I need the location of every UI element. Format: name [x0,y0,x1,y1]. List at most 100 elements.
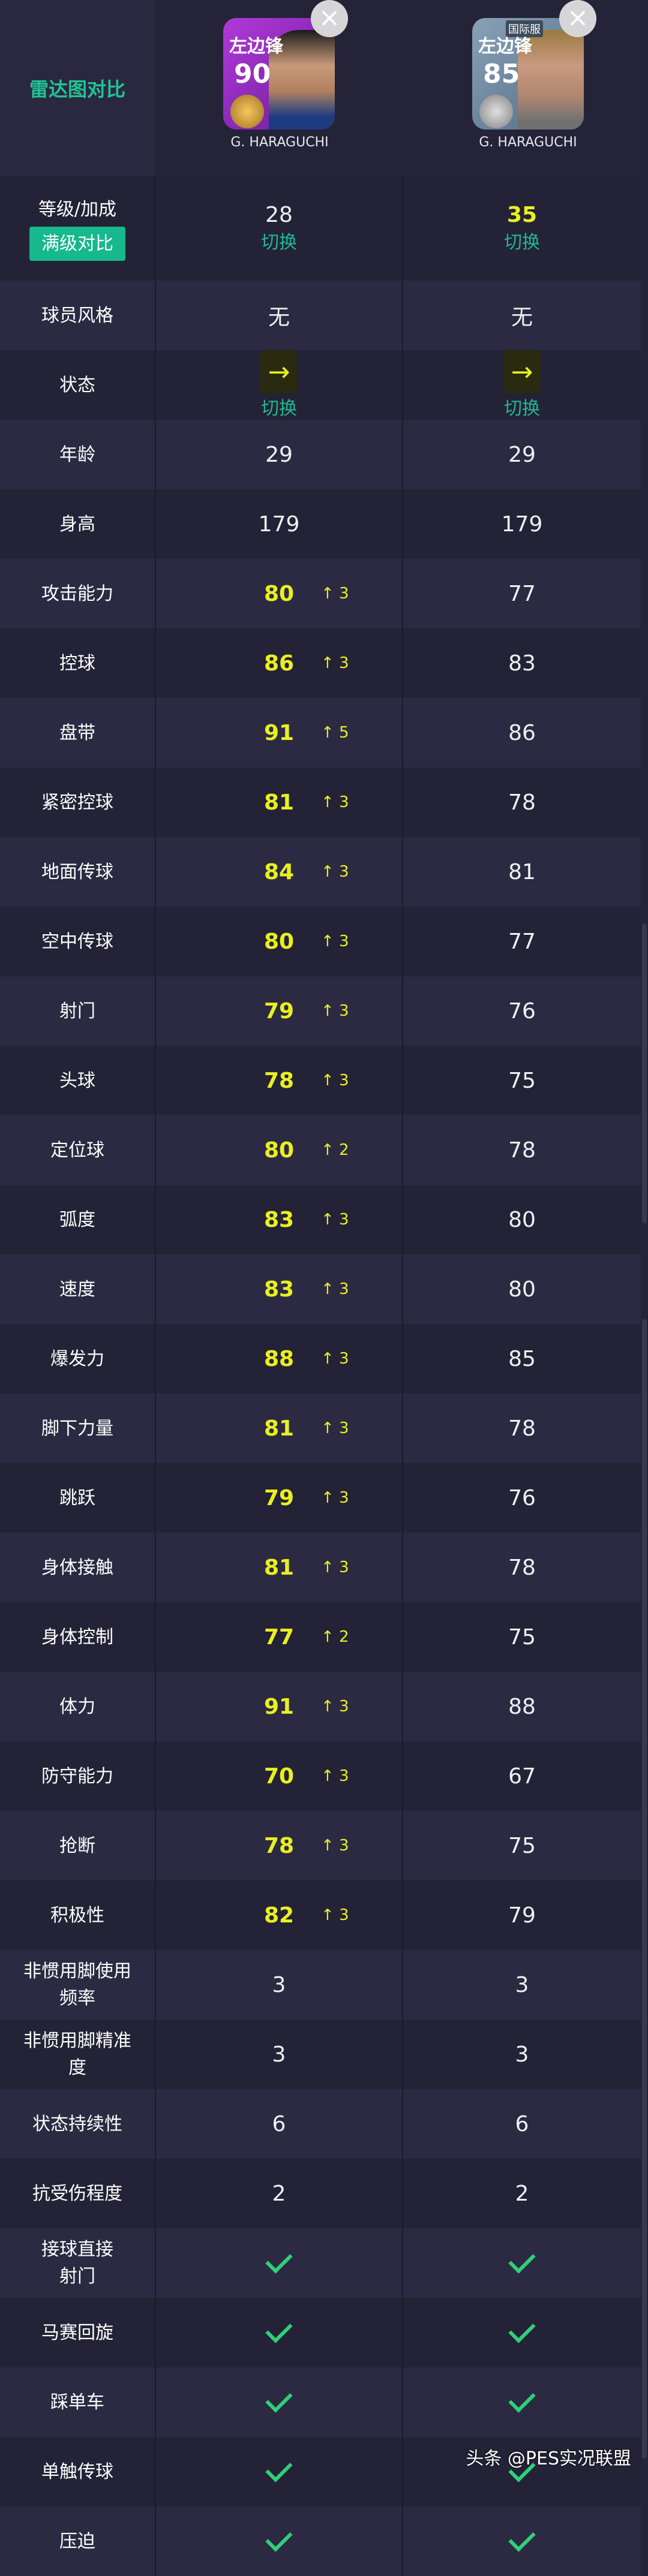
radar-compare-link[interactable]: 雷达图对比 [29,77,125,101]
value: 无 [268,305,290,330]
skill-label: 马赛回旋 [41,2322,113,2343]
attribute-row: 非惯用脚使用频率 3 3 [0,1950,641,2020]
player-2-value-cell: 无 [403,281,641,350]
switch-button[interactable]: 切换 [261,232,297,253]
condition-arrow-icon[interactable]: → [503,350,541,393]
skill-row: 接球直接射门 [0,2228,641,2298]
row-label: 身高 [59,513,95,535]
header-label-column [0,0,155,176]
remove-player-2-button[interactable]: × [559,0,596,37]
skill-row: 马赛回旋 [0,2298,641,2367]
skill-row: 踩单车 [0,2367,641,2437]
check-icon [508,2316,536,2343]
stat-row: 空中传球 80 ↑ 3 77 [0,907,641,976]
stat-value: 80 [508,1277,536,1302]
player-2-value-cell: 77 [403,907,641,976]
row-label: 状态持续性 [32,2113,122,2135]
remove-player-1-button[interactable]: × [311,0,348,37]
boost-indicator: ↑ 3 [321,654,349,672]
stat-value: 70 [263,1764,295,1789]
row-label-cell: 弧度 [0,1185,155,1254]
stat-value: 83 [263,1207,295,1232]
boost-indicator: ↑ 3 [321,932,349,950]
condition-arrow-icon[interactable]: → [260,350,298,393]
player-1-value-cell: → 切换 [155,350,403,420]
stat-value: 84 [263,859,295,884]
stat-label: 爆发力 [50,1348,104,1370]
player-1-value-cell: 81 ↑ 3 [155,768,403,837]
check-icon [265,2455,293,2482]
row-label-cell: 身体接触 [0,1533,155,1602]
stat-value: 75 [508,1068,536,1093]
stat-row: 跳跃 79 ↑ 3 76 [0,1463,641,1533]
level-row: 等级/加成 满级对比 28 切换 35 切换 [0,176,641,281]
stat-value: 78 [508,1555,536,1580]
stat-value: 77 [508,929,536,954]
stat-row: 体力 91 ↑ 3 88 [0,1672,641,1741]
player-1-value-cell: 82 ↑ 3 [155,1880,403,1950]
player-2-value-cell: 3 [403,2020,641,2089]
stat-value: 78 [263,1068,295,1093]
row-label-cell: 压迫 [0,2506,155,2576]
stat-value: 75 [508,1624,536,1650]
player-1-value-cell: 84 ↑ 3 [155,837,403,907]
row-label: 非惯用脚使用频率 [23,1961,131,2009]
stat-value: 78 [508,1416,536,1441]
player-1-value-cell: 79 ↑ 3 [155,976,403,1046]
stat-label: 弧度 [59,1209,95,1230]
player-card-2[interactable]: 国际服 左边锋 85 [472,18,584,130]
switch-button[interactable]: 切换 [504,398,540,419]
switch-button[interactable]: 切换 [261,398,297,419]
player-card-1[interactable]: 左边锋 90 [223,18,335,130]
stat-label: 脚下力量 [41,1418,113,1439]
stat-value: 79 [263,1485,295,1510]
stat-value: 79 [263,998,295,1024]
value: 无 [511,305,533,330]
level-value: 35 [506,203,538,227]
stat-value: 76 [508,1485,536,1510]
stat-value: 81 [263,1416,295,1441]
switch-button[interactable]: 切换 [504,232,540,253]
boost-indicator: ↑ 3 [321,1280,349,1298]
player-1-value-cell [155,2228,403,2298]
player-1-value-cell: 77 ↑ 2 [155,1602,403,1672]
check-icon [265,2385,293,2413]
player-1-value-cell: 3 [155,1950,403,2020]
player-2-value-cell: 29 [403,420,641,489]
stat-value: 80 [508,1207,536,1232]
stat-row: 脚下力量 81 ↑ 3 78 [0,1394,641,1463]
skill-label: 踩单车 [50,2391,104,2413]
stat-label: 防守能力 [41,1765,113,1787]
row-label-cell: 紧密控球 [0,768,155,837]
row-label-cell: 空中传球 [0,907,155,976]
row-label-cell: 状态持续性 [0,2089,155,2159]
row-label-cell: 攻击能力 [0,559,155,628]
stat-value: 77 [263,1624,295,1650]
row-label-cell: 跳跃 [0,1463,155,1533]
row-label-cell: 马赛回旋 [0,2298,155,2367]
check-icon [265,2316,293,2343]
scrollbar[interactable] [642,923,647,1223]
player-name-2: G. HARAGUCHI [479,135,577,150]
boost-indicator: ↑ 3 [321,793,349,811]
row-label: 抗受伤程度 [32,2183,122,2204]
stat-label: 抢断 [59,1835,95,1856]
stat-row: 防守能力 70 ↑ 3 67 [0,1741,641,1811]
player-2-value-cell: 78 [403,1115,641,1185]
player-1-value-cell: 86 ↑ 3 [155,628,403,698]
style-row: 球员风格 无 无 [0,281,641,350]
player-2-value-cell: 2 [403,2159,641,2228]
stat-value: 80 [263,581,295,606]
player-1-value-cell: 81 ↑ 3 [155,1394,403,1463]
check-icon [508,2385,536,2413]
boost-indicator: ↑ 3 [321,585,349,603]
level-value: 28 [265,203,293,227]
watermark: 头条 @PES实况联盟 [466,2448,631,2469]
stat-label: 盘带 [59,722,95,744]
scrollbar-track[interactable] [642,1319,647,2458]
row-label-cell: 地面传球 [0,837,155,907]
player-2-value-cell: 78 [403,768,641,837]
full-level-compare-button[interactable]: 满级对比 [29,226,125,261]
stat-value: 75 [508,1833,536,1858]
player-2-value-cell: 78 [403,1533,641,1602]
